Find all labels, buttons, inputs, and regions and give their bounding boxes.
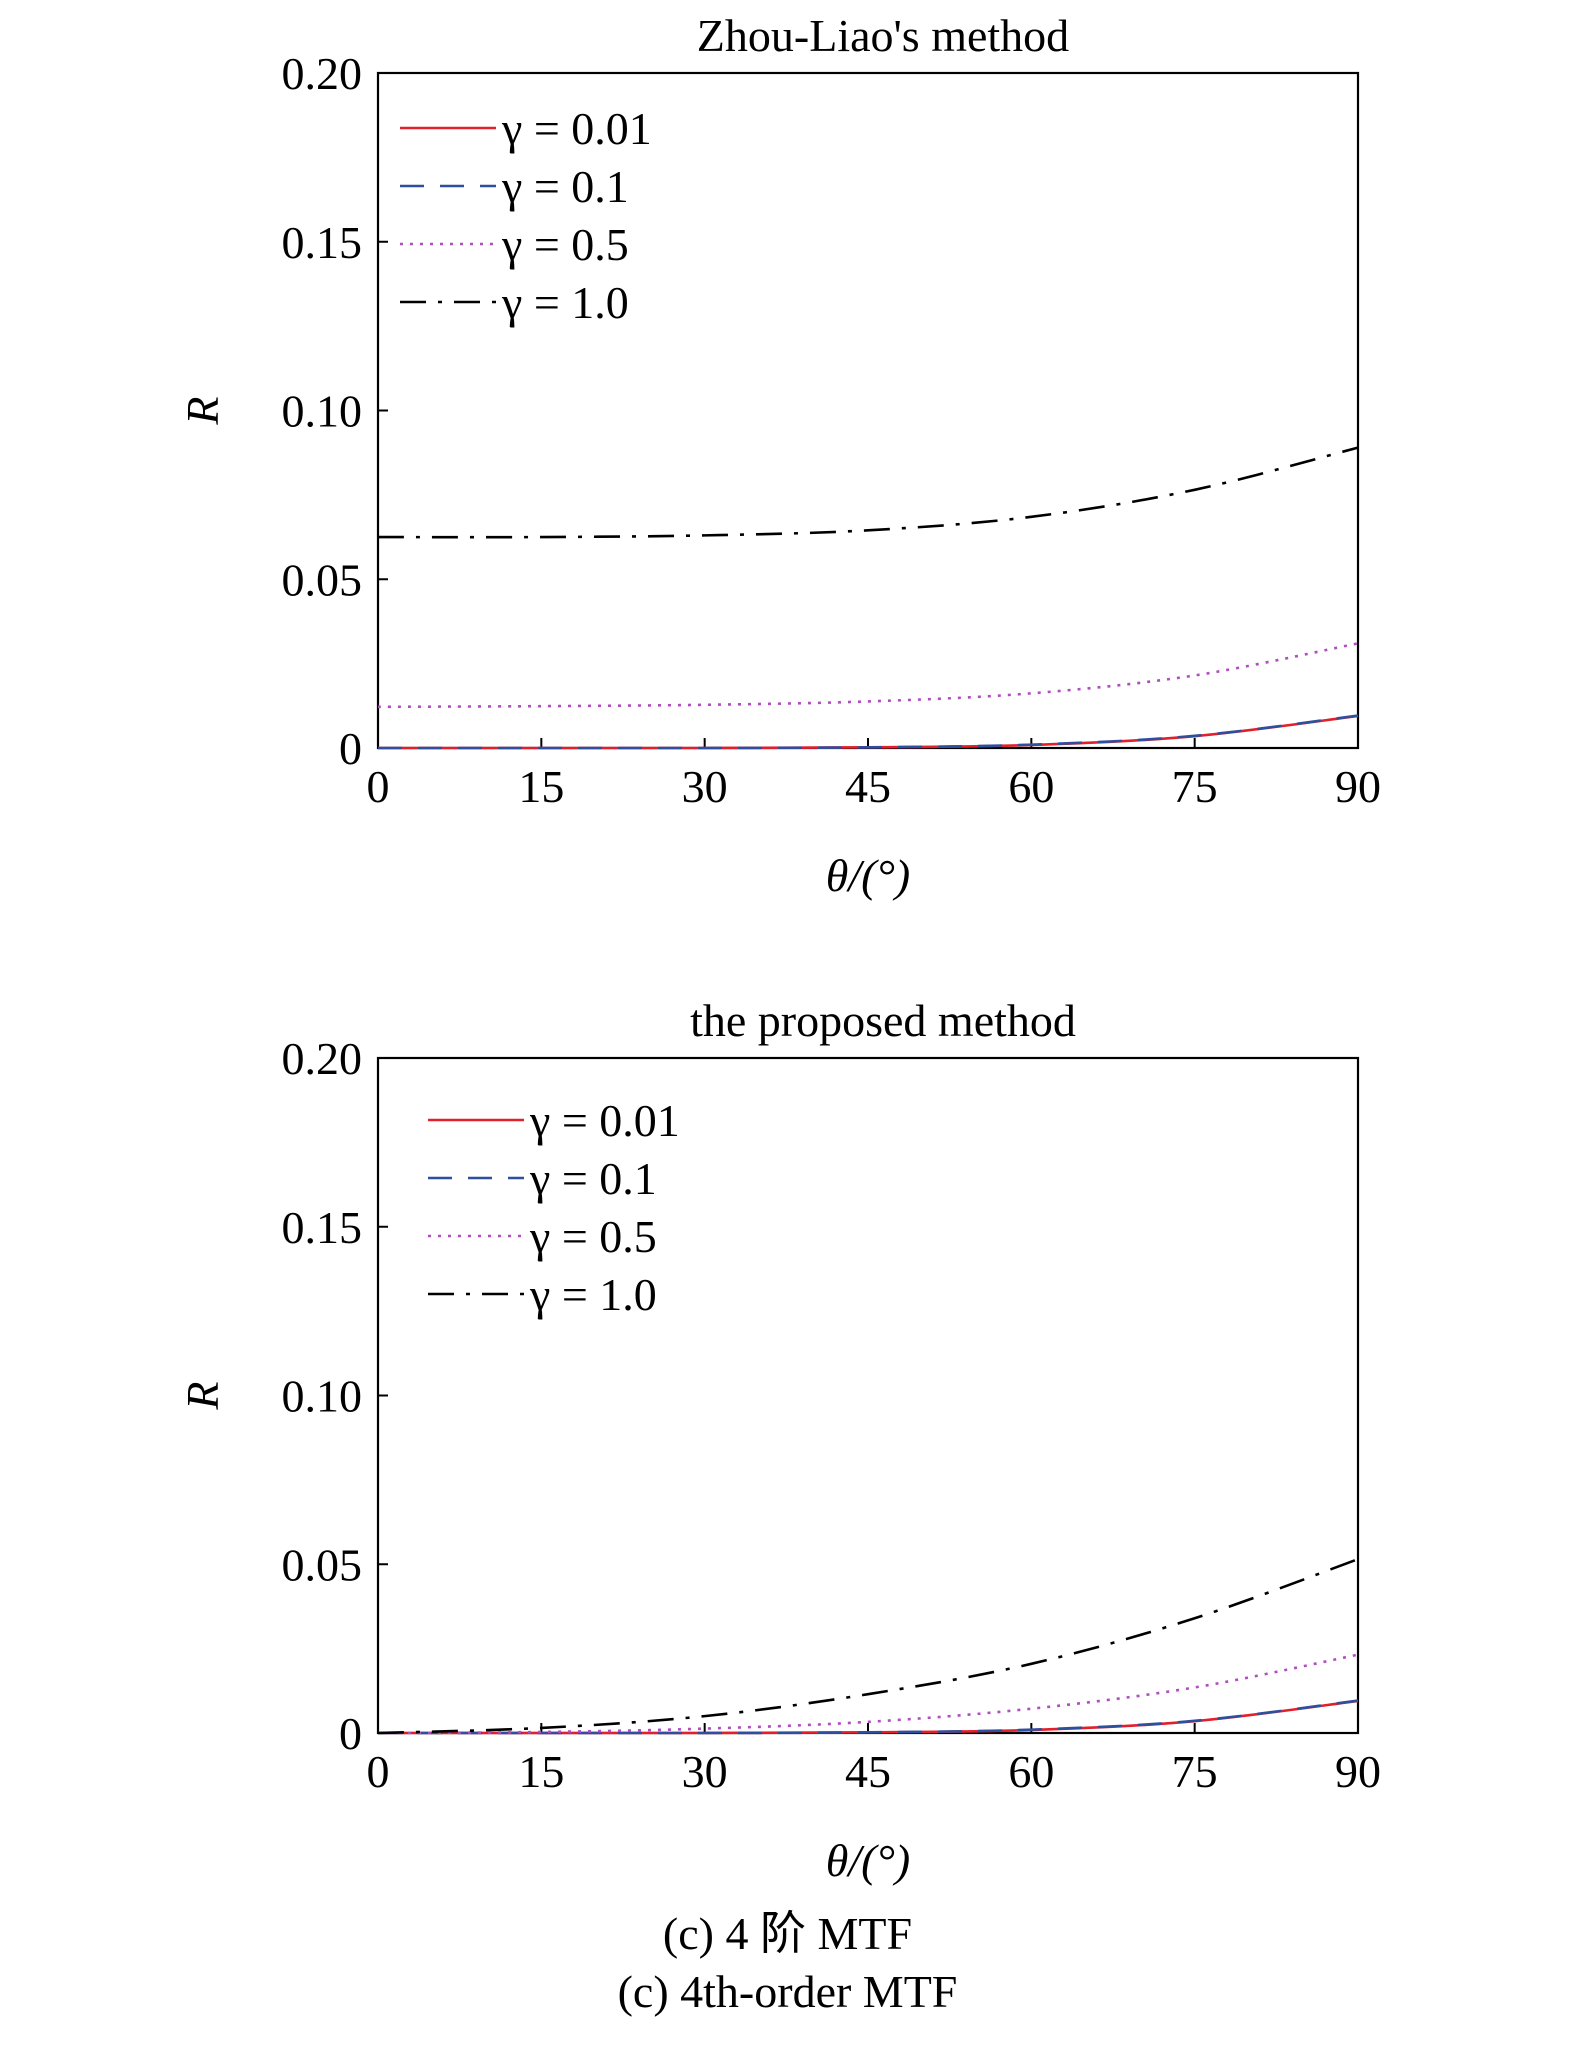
y-tick-label: 0.20 — [282, 1033, 363, 1084]
x-tick-label: 60 — [1008, 761, 1054, 812]
x-tick-label: 90 — [1335, 761, 1381, 812]
y-tick-label: 0.05 — [282, 1539, 363, 1590]
y-tick-label: 0.15 — [282, 1202, 363, 1253]
legend-entry-2: γ = 0.1 — [501, 161, 629, 212]
x-tick-label: 45 — [845, 761, 891, 812]
y-tick-label: 0 — [339, 1708, 362, 1759]
legend-entry-4: γ = 1.0 — [529, 1269, 657, 1320]
x-tick-label: 0 — [367, 761, 390, 812]
chart-title: Zhou-Liao's method — [697, 10, 1069, 61]
legend-entry-1: γ = 0.01 — [501, 103, 652, 154]
x-tick-label: 30 — [682, 761, 728, 812]
caption-line-1: (c) 4 阶 MTF — [662, 1908, 913, 1959]
x-axis-label: θ/(°) — [826, 1835, 910, 1886]
legend-entry-3: γ = 0.5 — [529, 1211, 657, 1262]
chart-panel-2: the proposed method 0 15 30 45 60 75 90 0 0.05 0.1… — [177, 995, 1381, 1886]
caption-line-2: (c) 4th-order MTF — [617, 1966, 958, 2017]
y-tick-label: 0.20 — [282, 48, 363, 99]
x-tick-label: 30 — [682, 1746, 728, 1797]
legend-entry-2: γ = 0.1 — [529, 1153, 657, 1204]
series-line-4 — [377, 446, 1359, 539]
series-line-3 — [377, 1653, 1359, 1735]
x-tick-label: 15 — [518, 761, 564, 812]
series-line-2 — [377, 714, 1359, 750]
x-tick-label: 15 — [518, 1746, 564, 1797]
chart-title: the proposed method — [690, 995, 1076, 1046]
y-axis-label: R — [177, 1381, 228, 1410]
x-axis-label: θ/(°) — [826, 850, 910, 901]
chart-panel-1: Zhou-Liao's method 0 15 30 45 60 75 90 0 0.05 0.10… — [177, 10, 1381, 901]
x-tick-label: 0 — [367, 1746, 390, 1797]
y-tick-label: 0.15 — [282, 217, 363, 268]
y-tick-label: 0.10 — [282, 386, 363, 437]
x-tick-label: 60 — [1008, 1746, 1054, 1797]
series-line-2 — [378, 1699, 1359, 1735]
y-tick-label: 0.05 — [282, 554, 363, 605]
series-line-3 — [377, 642, 1359, 709]
legend-entry-1: γ = 0.01 — [529, 1095, 680, 1146]
plot-frame — [376, 1056, 1360, 1735]
x-tick-label: 75 — [1172, 761, 1218, 812]
y-tick-label: 0.10 — [282, 1371, 363, 1422]
y-axis-label: R — [177, 396, 228, 425]
series-line-4 — [377, 1557, 1359, 1735]
legend-entry-4: γ = 1.0 — [501, 277, 629, 328]
x-tick-label: 75 — [1172, 1746, 1218, 1797]
y-tick-label: 0 — [339, 723, 362, 774]
x-tick-label: 90 — [1335, 1746, 1381, 1797]
x-tick-label: 45 — [845, 1746, 891, 1797]
legend-entry-3: γ = 0.5 — [501, 219, 629, 270]
